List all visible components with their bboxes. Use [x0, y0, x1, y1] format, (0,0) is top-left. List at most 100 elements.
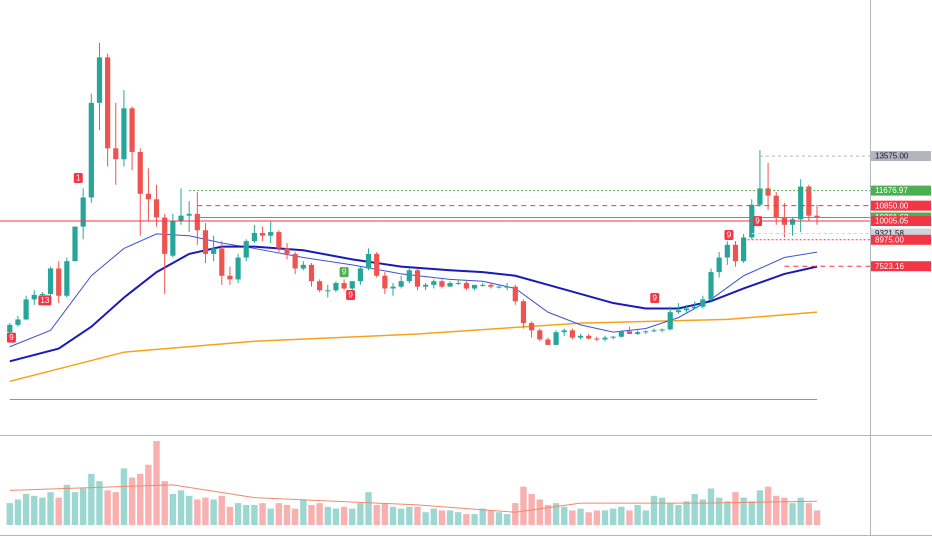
volume-bar	[145, 464, 152, 526]
volume-bar	[601, 510, 609, 526]
candle-body	[553, 332, 559, 345]
axes: 13575.0011676.9710850.0010201.6210005.05…	[871, 151, 931, 272]
candle-body	[471, 284, 478, 289]
candle-body	[806, 186, 812, 216]
volume-bar	[626, 510, 633, 526]
candle-body	[276, 232, 282, 249]
volume-bar	[805, 503, 813, 526]
candle-body	[7, 324, 13, 333]
volume-bar	[112, 492, 119, 526]
candle-body	[186, 213, 192, 216]
candle-body	[732, 244, 739, 262]
candle-body	[594, 338, 600, 340]
candle-body	[365, 253, 372, 269]
price-badge	[871, 185, 931, 196]
candle-body	[56, 268, 62, 296]
candle-body	[178, 215, 184, 222]
volume-bar	[675, 504, 682, 526]
candle-body	[765, 188, 771, 196]
volume-bar	[71, 492, 79, 526]
candle-body	[153, 199, 160, 218]
candle-body	[626, 331, 633, 334]
candle-body	[317, 281, 323, 291]
candle-body	[512, 286, 518, 302]
signal-badge-label: 9	[348, 291, 353, 300]
volume-bar	[349, 508, 356, 526]
candle-body	[341, 283, 347, 289]
volume-bar	[194, 499, 201, 526]
signal-badge-label: 9	[653, 294, 658, 303]
candle-body	[537, 330, 543, 340]
volume-bar	[650, 495, 658, 526]
price-badge-label: 11676.97	[875, 186, 908, 195]
candle-body	[504, 286, 510, 288]
volume-bar	[658, 497, 666, 526]
signal-badge	[38, 295, 52, 306]
volume-bar	[813, 510, 821, 526]
candle-body	[88, 102, 94, 198]
price-badge-label: 13575.00	[875, 152, 909, 161]
volume-bar	[120, 468, 128, 526]
volume-bar	[585, 512, 592, 526]
volume-bar	[128, 477, 136, 526]
volume-bar	[487, 510, 495, 526]
candle-body	[683, 308, 690, 311]
candle-body	[105, 57, 111, 149]
volume-bar	[732, 492, 739, 526]
volume-bar	[740, 497, 747, 526]
volume-bar	[340, 506, 348, 526]
price-badge	[871, 216, 931, 227]
candle-body	[243, 241, 249, 258]
volume-bar	[715, 497, 723, 526]
volume-bar	[243, 504, 250, 526]
price-badge	[871, 261, 931, 272]
candle-body	[162, 217, 168, 254]
candle-body	[741, 237, 747, 262]
volume-bar	[291, 508, 299, 526]
price-badge-label: 7523.16	[875, 262, 904, 271]
candle-body	[202, 230, 209, 254]
volume-bar	[773, 495, 780, 526]
volume-bar	[39, 497, 46, 526]
candle-body	[529, 323, 535, 331]
candle-body	[15, 319, 21, 325]
volume-bar	[275, 503, 283, 526]
candle-body	[145, 193, 151, 200]
volume-bar	[218, 495, 225, 526]
volume-bar	[47, 492, 54, 526]
candle-body	[268, 232, 274, 236]
candle-body	[47, 268, 54, 294]
candle-body	[374, 253, 380, 276]
price-badge	[871, 234, 931, 245]
volume-bar	[438, 510, 446, 526]
signal-badge-label: 9	[755, 217, 760, 226]
volume-bar	[512, 503, 519, 526]
volume-bar	[691, 493, 698, 526]
volume-bar	[781, 497, 788, 526]
candle-body	[700, 299, 706, 307]
candle-body	[561, 330, 567, 333]
candle-body	[423, 284, 429, 287]
candle-body	[211, 248, 217, 254]
volume-bar	[520, 486, 527, 526]
volume-bar	[234, 503, 242, 526]
volume-bar	[634, 504, 641, 526]
candle-body	[724, 244, 730, 258]
volume-bar	[422, 512, 429, 526]
candle-body	[398, 281, 404, 287]
moving-average	[9, 311, 818, 383]
price-badge-label: 8975.00	[875, 235, 904, 244]
volume-bar	[797, 497, 804, 526]
candle-body	[137, 151, 143, 194]
volume-bar	[724, 501, 731, 526]
signal-badge	[339, 267, 349, 278]
volume-bar	[14, 499, 22, 526]
volume-bar	[185, 495, 193, 526]
volume-bar	[577, 508, 584, 526]
candle-body	[586, 335, 592, 339]
candle-body	[31, 294, 37, 300]
volume-bar	[748, 501, 755, 526]
volume-bar	[618, 506, 625, 526]
volume-bar	[430, 508, 437, 526]
